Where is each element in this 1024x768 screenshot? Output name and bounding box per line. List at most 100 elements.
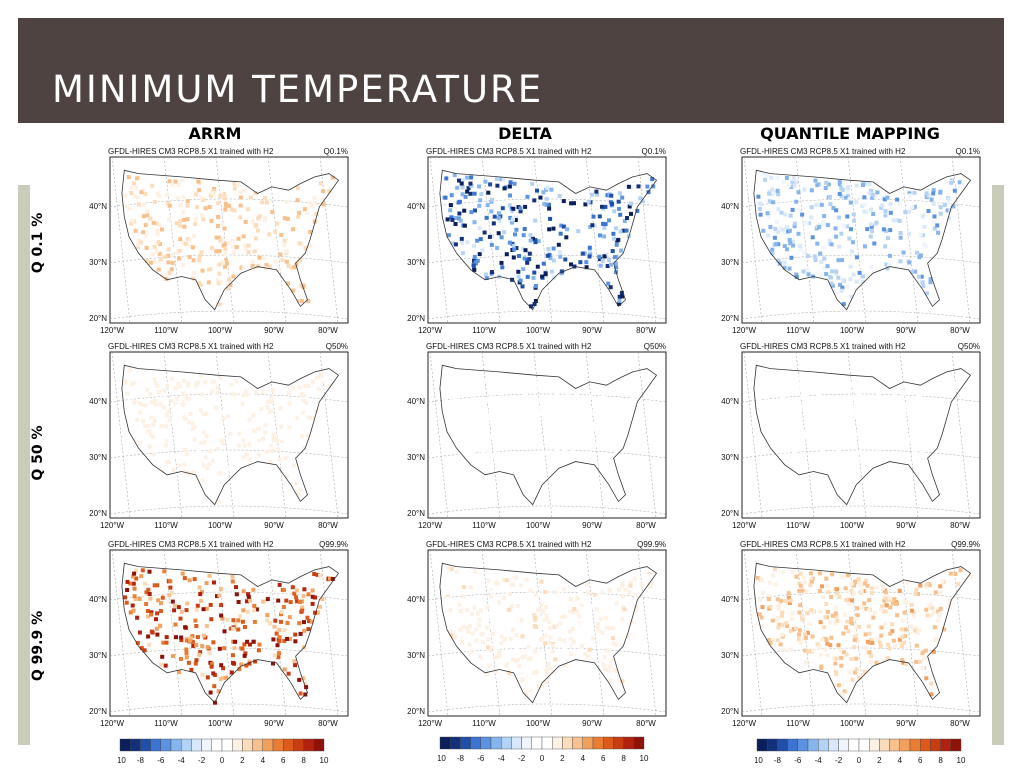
- colorbar-tick-label: 2: [877, 756, 882, 765]
- colorbar-swatch: [541, 736, 553, 750]
- lat-tick-label: 20°N: [89, 314, 107, 323]
- map-panel-delta-q999: GFDL-HIRES CM3 RCP8.5 X1 trained with H2…: [398, 538, 668, 736]
- column-header-delta: DELTA: [498, 124, 552, 143]
- lon-tick-label: 110°W: [472, 326, 496, 335]
- lon-tick-label: 120°W: [732, 719, 757, 728]
- lat-tick-label: 40°N: [407, 397, 425, 406]
- colorbar-swatch: [828, 738, 839, 752]
- colorbar-swatch: [818, 738, 829, 752]
- colorbar-swatch: [470, 736, 481, 750]
- lat-tick-label: 30°N: [721, 258, 739, 267]
- colorbar-swatch: [313, 738, 325, 752]
- row-label-q999: Q 99.9 %: [30, 610, 46, 682]
- lon-tick-label: 110°W: [154, 719, 178, 728]
- temperature-field: [756, 172, 966, 307]
- colorbar-swatch: [211, 738, 223, 752]
- colorbar-delta: -10 -8 -6 -4 -2 0 2 4 6 8 10: [438, 736, 652, 766]
- colorbar-swatch: [787, 738, 798, 752]
- panel-quantile-label: Q0.1%: [324, 147, 348, 156]
- parallel-line: [427, 647, 667, 657]
- parallel-line: [109, 449, 349, 459]
- map-frame: [427, 156, 667, 324]
- colorbar-tick-label: -8: [137, 756, 145, 765]
- colorbar-swatch: [889, 738, 901, 752]
- lon-tick-label: 110°W: [472, 521, 496, 530]
- lat-tick-label: 30°N: [89, 453, 107, 462]
- lat-tick-label: 40°N: [89, 202, 107, 211]
- colorbar-svg: -10 -8 -6 -4 -2 0 2 4 6 8 10: [438, 736, 649, 763]
- lon-tick-label: 90°W: [582, 326, 602, 335]
- panel-quantile-label: Q0.1%: [642, 147, 666, 156]
- map-frame: [109, 156, 349, 324]
- lon-tick-label: 110°W: [786, 521, 810, 530]
- colorbar-swatch: [150, 738, 161, 752]
- colorbar-swatch: [521, 736, 532, 750]
- colorbar-tick-label: 8: [621, 754, 626, 763]
- colorbar-swatch: [129, 738, 141, 752]
- parallel-line: [741, 505, 981, 515]
- lat-tick-label: 20°N: [721, 509, 739, 518]
- panel-caption: GFDL-HIRES CM3 RCP8.5 X1 trained with H2: [740, 147, 906, 156]
- lon-tick-label: 120°W: [732, 326, 757, 335]
- map-panel-qm-q01: GFDL-HIRES CM3 RCP8.5 X1 trained with H2…: [712, 145, 982, 343]
- parallel-line: [427, 449, 667, 459]
- lon-tick-label: 100°W: [526, 326, 551, 335]
- colorbar-swatch: [613, 736, 624, 750]
- lon-tick-label: 100°W: [840, 521, 865, 530]
- colorbar-quantile-mapping: -10 -8 -6 -4 -2 0 2 4 6 8 10: [755, 738, 969, 768]
- colorbar-swatch: [838, 738, 849, 752]
- parallel-line: [109, 505, 349, 515]
- colorbar-swatch: [531, 736, 543, 750]
- panel-caption: GFDL-HIRES CM3 RCP8.5 X1 trained with H2: [740, 540, 906, 549]
- colorbar-tick-label: -8: [457, 754, 465, 763]
- us-outline: [753, 562, 972, 704]
- parallel-line: [427, 310, 667, 320]
- panel-quantile-label: Q50%: [644, 342, 666, 351]
- colorbar-tick-label: -6: [157, 756, 165, 765]
- lon-tick-label: 120°W: [100, 521, 125, 530]
- lon-tick-label: 90°W: [896, 521, 916, 530]
- lat-tick-label: 40°N: [407, 202, 425, 211]
- colorbar-swatch: [160, 738, 172, 752]
- parallel-line: [741, 703, 981, 713]
- colorbar-tick-label: 0: [220, 756, 225, 765]
- lon-tick-label: 100°W: [208, 719, 233, 728]
- colorbar-swatch: [119, 738, 131, 752]
- lat-tick-label: 40°N: [407, 595, 425, 604]
- colorbar-tick-label: 2: [240, 756, 245, 765]
- map-svg: GFDL-HIRES CM3 RCP8.5 X1 trained with H2…: [721, 342, 981, 530]
- colorbar-swatch: [797, 738, 809, 752]
- colorbar-tick-label: -8: [774, 756, 782, 765]
- lon-tick-label: 110°W: [786, 326, 810, 335]
- map-panel-qm-q50: GFDL-HIRES CM3 RCP8.5 X1 trained with H2…: [712, 340, 982, 538]
- colorbar-tick-label: 2: [560, 754, 565, 763]
- lon-tick-label: 110°W: [472, 719, 496, 728]
- colorbar-swatch: [511, 736, 522, 750]
- parallel-line: [109, 310, 349, 320]
- lon-tick-label: 80°W: [318, 326, 338, 335]
- map-svg: GFDL-HIRES CM3 RCP8.5 X1 trained with H2…: [89, 147, 349, 335]
- colorbar-swatch: [879, 738, 890, 752]
- colorbar-tick-label: 6: [601, 754, 606, 763]
- colorbar-tick-label: 4: [581, 754, 586, 763]
- colorbar-swatch: [201, 738, 212, 752]
- temperature-field: [123, 568, 335, 705]
- colorbar-tick-label: 8: [938, 756, 943, 765]
- parallel-line: [109, 591, 349, 601]
- lon-tick-label: 80°W: [636, 719, 656, 728]
- parallel-line: [741, 310, 981, 320]
- lon-tick-label: 120°W: [418, 326, 443, 335]
- lon-tick-label: 90°W: [896, 326, 916, 335]
- colorbar-swatch: [919, 738, 931, 752]
- temperature-field: [756, 365, 963, 499]
- panel-caption: GFDL-HIRES CM3 RCP8.5 X1 trained with H2: [426, 342, 592, 351]
- lon-tick-label: 110°W: [154, 521, 178, 530]
- lat-tick-label: 40°N: [721, 397, 739, 406]
- us-outline: [439, 169, 658, 311]
- lon-tick-label: 100°W: [526, 719, 551, 728]
- lon-tick-label: 80°W: [950, 521, 970, 530]
- colorbar-swatch: [231, 738, 243, 752]
- us-outline: [121, 169, 340, 311]
- lat-tick-label: 20°N: [407, 707, 425, 716]
- lat-tick-label: 30°N: [721, 453, 739, 462]
